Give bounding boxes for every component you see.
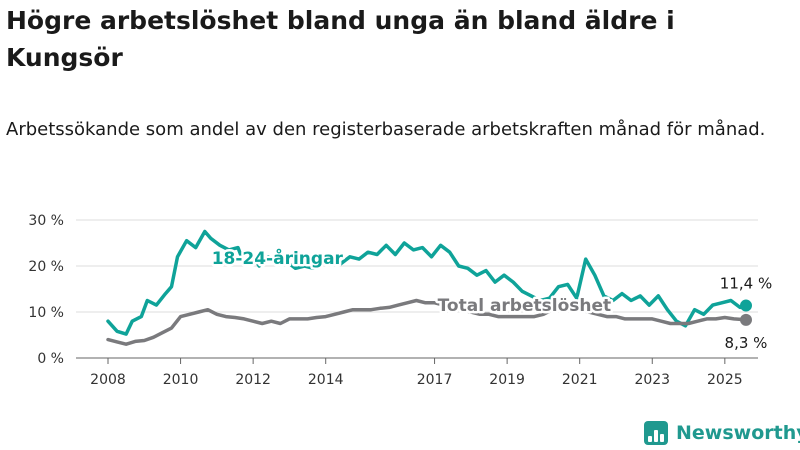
x-tick-label: 2017	[417, 372, 453, 388]
end-value-label: 11,4 %	[720, 275, 772, 293]
end-value-label: 8,3 %	[725, 334, 768, 352]
y-tick-label: 20 %	[28, 259, 64, 275]
chart-subtitle: Arbetssökande som andel av den registerb…	[6, 119, 766, 140]
total-series-line	[106, 298, 748, 346]
x-tick-label: 2008	[90, 372, 126, 388]
gridlines	[76, 219, 758, 313]
y-axis-ticks: 0 % 10 % 20 % 30 %	[28, 213, 64, 367]
x-tick-label: 2014	[308, 372, 344, 388]
y-tick-label: 30 %	[28, 213, 64, 229]
series-labels: 11,4 % 18-24-åringar 8,3 % Total arbetslösh…	[209, 245, 772, 352]
series-name-label: 18-24-åringar	[212, 247, 344, 269]
series-name-label: Total arbetslöshet	[438, 296, 612, 316]
x-tick-label: 2023	[634, 372, 670, 388]
x-tick-label: 2025	[707, 372, 743, 388]
brand-name: Newsworthy	[676, 422, 800, 444]
x-tick-label: 2021	[562, 372, 598, 388]
series-lines	[106, 229, 752, 346]
x-tick-label: 2012	[235, 372, 271, 388]
x-axis: 2008 2010 2012 2014 2017 2019 2021 2023 2025	[76, 357, 758, 388]
series-end-point	[740, 299, 752, 312]
bar-chart-logo-icon	[644, 421, 668, 445]
x-tick-label: 2010	[163, 372, 199, 388]
series-end-point	[740, 313, 752, 326]
newsworthy-brand: Newsworthy	[644, 418, 800, 448]
young-series-line	[106, 229, 748, 336]
y-tick-label: 0 %	[37, 351, 64, 367]
x-tick-label: 2019	[489, 372, 525, 388]
chart-title: Högre arbetslöshet bland unga än bland ä…	[6, 6, 675, 72]
y-tick-label: 10 %	[28, 305, 64, 321]
